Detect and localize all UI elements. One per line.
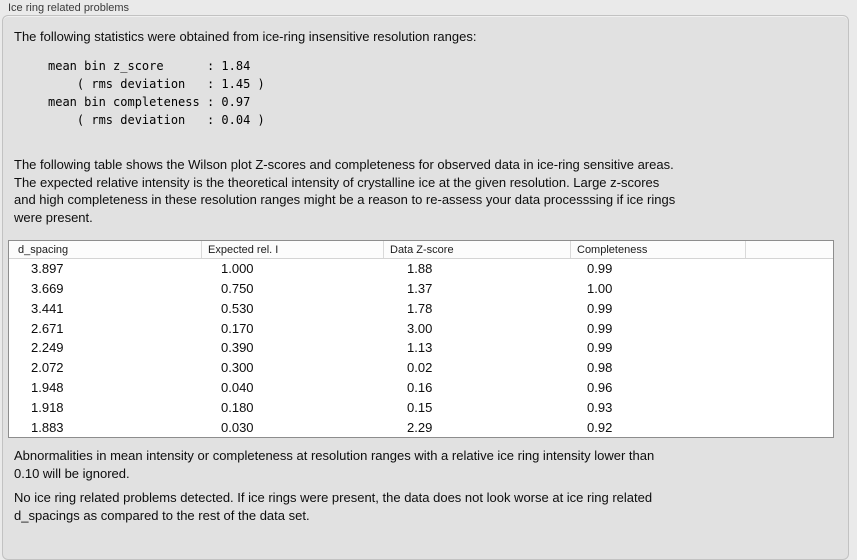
table-cell: 0.96 [587,379,613,395]
column-header-expected-rel-i[interactable]: Expected rel. I [201,241,383,258]
table-row[interactable]: 3.897 1.000 1.88 0.99 [9,259,833,279]
table-cell: 3.897 [31,261,64,277]
ice-ring-table: d_spacing Expected rel. I Data Z-score Comp… [8,240,834,438]
table-cell: 1.88 [407,261,433,277]
table-cell: 1.00 [587,281,613,297]
table-description: The following table shows the Wilson plo… [14,157,676,225]
table-row[interactable]: 2.671 0.170 3.00 0.99 [9,318,833,339]
table-cell: 0.98 [587,360,613,376]
table-cell: 3.669 [31,281,64,297]
table-cell: 0.99 [587,320,613,336]
table-cell: 3.00 [407,320,433,336]
table-cell: 0.170 [221,320,254,336]
column-header-d-spacing[interactable]: d_spacing [18,243,69,256]
table-cell: 0.93 [587,399,613,415]
table-cell: 0.16 [407,379,433,395]
table-cell: 1.37 [407,281,433,297]
table-row[interactable]: 1.948 0.040 0.16 0.96 [9,377,833,398]
table-cell: 1.948 [31,379,64,395]
table-cell: 0.390 [221,340,254,356]
table-row[interactable]: 3.669 0.750 1.37 1.00 [9,278,833,299]
table-row[interactable]: 2.249 0.390 1.13 0.99 [9,338,833,358]
table-row[interactable]: 2.072 0.300 0.02 0.98 [9,357,833,378]
table-cell: 0.530 [221,300,254,316]
conclusion-text: No ice ring related problems detected. I… [14,490,653,523]
table-cell: 0.99 [587,340,613,356]
table-header-row: d_spacing Expected rel. I Data Z-score Comp… [9,241,833,259]
table-cell: 0.99 [587,261,613,277]
table-row[interactable]: 1.883 0.030 2.29 0.92 [9,417,833,437]
table-cell: 1.918 [31,399,64,415]
table-cell: 0.750 [221,281,254,297]
table-cell: 0.99 [587,300,613,316]
table-cell: 0.040 [221,379,254,395]
panel-title: Ice ring related problems [8,2,130,14]
table-cell: 2.671 [31,320,64,336]
table-cell: 2.072 [31,360,64,376]
statistics-block: mean bin z_score : 1.84 ( rms deviation … [48,59,265,127]
table-cell: 1.000 [221,261,254,277]
table-cell: 3.441 [31,300,64,316]
column-header-blank[interactable] [745,241,833,258]
column-header-completeness[interactable]: Completeness [570,241,745,258]
table-cell: 0.300 [221,360,254,376]
table-cell: 2.249 [31,340,64,356]
table-cell: 0.02 [407,360,433,376]
ice-ring-table-body: 3.897 1.000 1.88 0.99 3.669 0.750 1.37 1.00 3.44… [9,259,833,437]
table-cell: 1.13 [407,340,433,356]
table-cell: 0.030 [221,419,254,435]
table-cell: 0.92 [587,419,613,435]
table-row[interactable]: 3.441 0.530 1.78 0.99 [9,298,833,319]
table-cell: 1.78 [407,300,433,316]
table-cell: 2.29 [407,419,433,435]
table-cell: 0.180 [221,399,254,415]
table-cell: 0.15 [407,399,433,415]
column-header-data-z-score[interactable]: Data Z-score [383,241,570,258]
table-cell: 1.883 [31,419,64,435]
ignore-threshold-note: Abnormalities in mean intensity or compl… [14,448,655,481]
table-row[interactable]: 1.918 0.180 0.15 0.93 [9,397,833,418]
intro-text: The following statistics were obtained f… [14,29,477,44]
